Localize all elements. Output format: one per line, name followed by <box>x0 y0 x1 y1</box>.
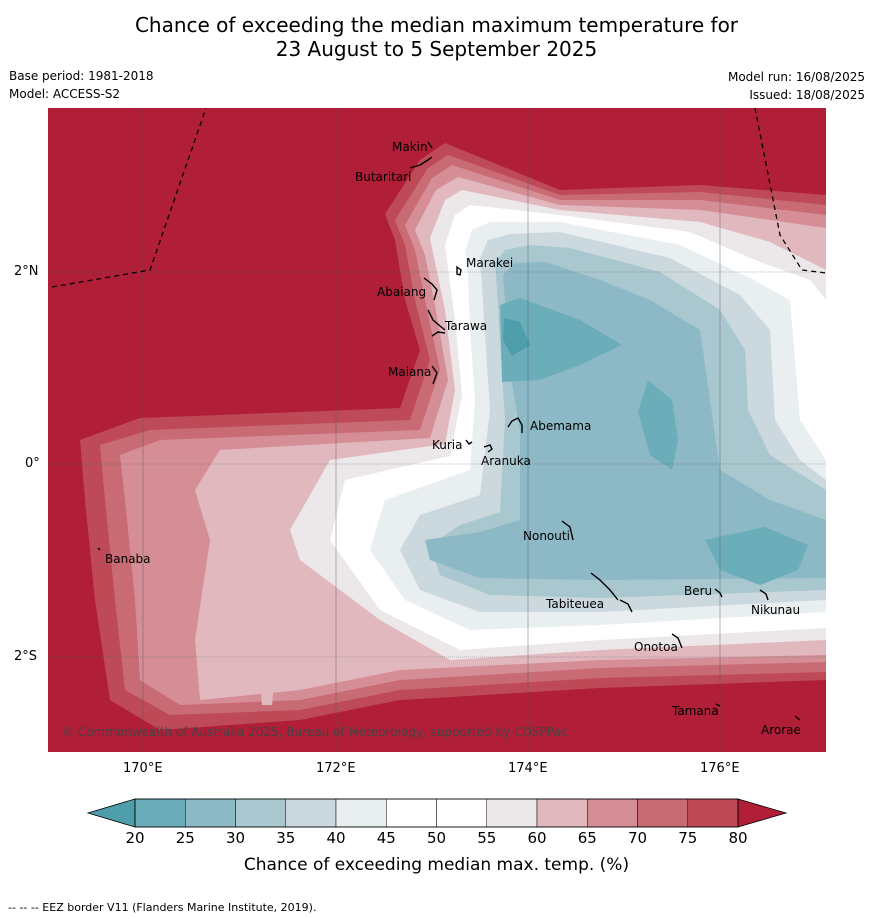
colorbar-cell <box>687 798 739 828</box>
lat-label-2s: 2°S <box>14 649 38 664</box>
map-title-line2: 23 August to 5 September 2025 <box>275 37 598 61</box>
colorbar-cell <box>235 798 286 828</box>
colorbar-tick-label: 45 <box>376 829 396 847</box>
colorbar-cell <box>285 798 337 828</box>
model-run: Model run: 16/08/2025 <box>727 70 865 84</box>
colorbar-tick-label: 20 <box>125 829 145 847</box>
label-arorae: Arorae <box>761 723 801 737</box>
colorbar-cell <box>436 798 487 828</box>
colorbar-tick-label: 35 <box>276 829 296 847</box>
colorbar-under-triangle <box>86 798 136 828</box>
lon-label-170e: 170°E <box>123 761 163 776</box>
copyright-notice: © Commonwealth of Australia 2025, Bureau… <box>62 725 567 739</box>
colorbar-tick-label: 75 <box>678 829 698 847</box>
colorbar-tick-label: 70 <box>627 829 648 847</box>
lon-label-172e: 172°E <box>316 761 356 776</box>
contour-under-20 <box>503 318 530 356</box>
colorbar-cell <box>486 798 538 828</box>
label-nikunau: Nikunau <box>751 603 800 617</box>
contour-60-65-patch <box>258 652 276 705</box>
island-outlines <box>97 141 801 721</box>
eez-border <box>51 108 826 288</box>
label-aranuka: Aranuka <box>481 454 531 468</box>
label-butaritari: Butaritari <box>355 170 412 184</box>
lon-label-174e: 174°E <box>508 761 548 776</box>
label-beru: Beru <box>684 584 712 598</box>
graticule <box>48 108 826 752</box>
label-tabiteuea: Tabiteuea <box>545 597 604 611</box>
lat-label-0: 0° <box>25 456 40 471</box>
colorbar-cell <box>185 798 236 828</box>
colorbar-over-triangle <box>737 798 788 828</box>
label-onotoa: Onotoa <box>634 640 678 654</box>
map-title-line1: Chance of exceeding the median maximum t… <box>134 13 739 37</box>
label-tamana: Tamana <box>671 704 719 718</box>
contour-20-25 <box>500 298 622 382</box>
colorbar-cell <box>536 798 588 828</box>
colorbar-tick-label: 80 <box>728 829 748 847</box>
colorbar-tick-label: 40 <box>326 829 346 847</box>
label-abemama: Abemama <box>530 419 591 433</box>
colorbar-tick-label: 30 <box>225 829 246 847</box>
base-period: Base period: 1981-2018 <box>9 69 154 83</box>
label-banaba: Banaba <box>105 552 151 566</box>
lon-label-176e: 176°E <box>700 761 740 776</box>
colorbar-tick-label: 65 <box>577 829 597 847</box>
contour-20-25 <box>705 527 808 585</box>
label-kuria: Kuria <box>432 438 463 452</box>
colorbar-cell <box>637 798 688 828</box>
colorbar <box>86 798 788 828</box>
colorbar-cell <box>386 798 437 828</box>
colorbar-cell <box>134 798 186 828</box>
colorbar-tick-label: 25 <box>175 829 195 847</box>
label-marakei: Marakei <box>466 256 513 270</box>
label-nonouti: Nonouti <box>523 529 570 543</box>
lat-label-2n: 2°N <box>14 264 39 279</box>
issued-date: Issued: 18/08/2025 <box>749 88 865 102</box>
colorbar-tick-label: 50 <box>426 829 447 847</box>
contour-20-25 <box>638 380 678 470</box>
colorbar-title: Chance of exceeding median max. temp. (%… <box>243 855 630 875</box>
label-maiana: Maiana <box>388 365 431 379</box>
label-makin: Makin <box>392 140 428 154</box>
colorbar-tick-label: 60 <box>527 829 547 847</box>
label-abaiang: Abaiang <box>377 285 426 299</box>
model-name: Model: ACCESS-S2 <box>9 87 121 101</box>
label-tarawa: Tarawa <box>444 319 487 333</box>
colorbar-tick-label: 55 <box>477 829 497 847</box>
colorbar-cell <box>335 798 387 828</box>
eez-footnote: -- -- -- EEZ border V11 (Flanders Marine… <box>8 901 317 914</box>
colorbar-cell <box>587 798 638 828</box>
